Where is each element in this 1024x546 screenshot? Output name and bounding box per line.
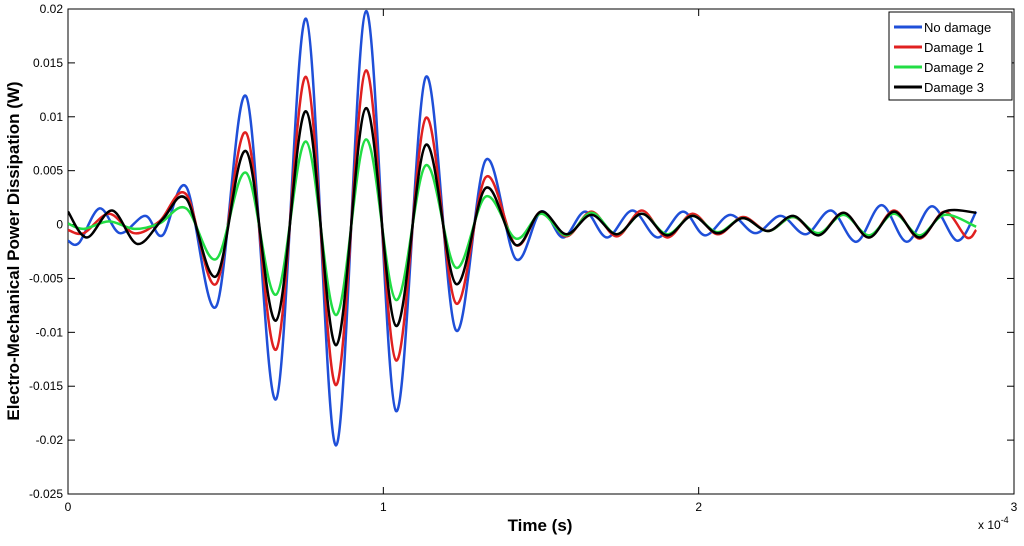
- series-lines: [68, 9, 978, 447]
- legend-label: Damage 3: [924, 80, 984, 95]
- x-axis-multiplier-base: x 10: [978, 518, 1001, 532]
- y-tick-label: -0.02: [36, 433, 64, 447]
- plot-area: [67, 8, 1015, 495]
- x-axis-title: Time (s): [508, 516, 573, 535]
- y-tick-label: 0.015: [33, 56, 63, 70]
- y-tick-label: -0.025: [29, 487, 63, 501]
- x-tick-label: 2: [695, 500, 702, 514]
- y-tick-label: -0.015: [29, 379, 63, 393]
- y-tick-label: -0.01: [36, 325, 64, 339]
- legend-label: Damage 2: [924, 60, 984, 75]
- series-line-no-damage: [68, 9, 978, 447]
- x-tick-label: 1: [380, 500, 387, 514]
- series-line-damage-3: [68, 106, 977, 347]
- x-tick-label: 0: [65, 500, 72, 514]
- y-axis-title: Electro-Mechanical Power Dissipation (W): [4, 81, 23, 420]
- legend: No damage Damage 1 Damage 2 Damage 3: [888, 11, 1013, 101]
- x-axis-multiplier: x 10-4: [978, 515, 1009, 532]
- y-tick-label: 0.005: [33, 164, 63, 178]
- y-tick-label: -0.005: [29, 271, 63, 285]
- y-tick-label: 0.01: [40, 110, 64, 124]
- legend-label: Damage 1: [924, 40, 984, 55]
- legend-entries: No damage Damage 1 Damage 2 Damage 3: [894, 20, 991, 95]
- y-tick-label: 0.02: [40, 2, 64, 16]
- y-tick-label: 0: [56, 218, 63, 232]
- x-axis-ticks: 0 1 2 3: [65, 9, 1018, 514]
- x-axis-multiplier-exponent: -4: [1001, 515, 1009, 525]
- legend-label: No damage: [924, 20, 991, 35]
- x-tick-label: 3: [1011, 500, 1018, 514]
- y-axis-ticks: 0.02 0.015 0.01 0.005 0 -0.005 -0.01 -0.015 -0.0…: [29, 2, 1014, 501]
